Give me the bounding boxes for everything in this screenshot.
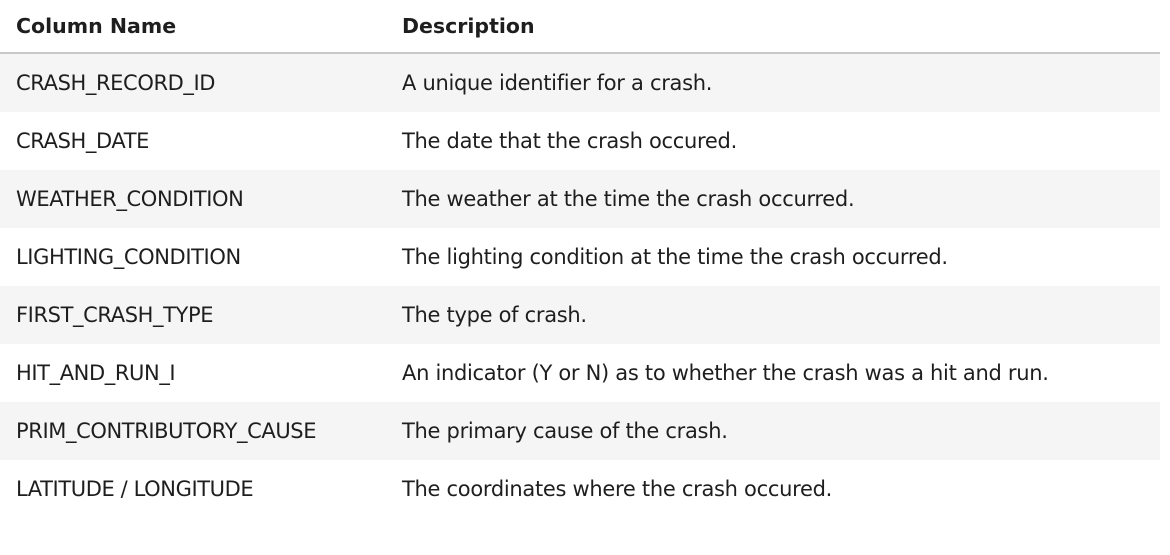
table-row: HIT_AND_RUN_I An indicator (Y or N) as t… (0, 344, 1160, 402)
column-name-cell: PRIM_CONTRIBUTORY_CAUSE (16, 419, 317, 443)
description-cell: The lighting condition at the time the c… (402, 245, 948, 269)
column-name-cell: HIT_AND_RUN_I (16, 361, 176, 385)
table-row: WEATHER_CONDITION The weather at the tim… (0, 170, 1160, 228)
column-name-cell: CRASH_DATE (16, 129, 150, 153)
table-row: CRASH_DATE The date that the crash occur… (0, 112, 1160, 170)
column-name-cell: LIGHTING_CONDITION (16, 245, 241, 269)
column-name-header: Column Name (0, 0, 386, 54)
table-row: FIRST_CRASH_TYPE The type of crash. (0, 286, 1160, 344)
description-cell: The coordinates where the crash occured. (402, 477, 832, 501)
table-row: LATITUDE / LONGITUDE The coordinates whe… (0, 460, 1160, 518)
table-row: CRASH_RECORD_ID A unique identifier for … (0, 53, 1160, 112)
column-description-table: Column Name Description CRASH_RECORD_ID … (0, 0, 1160, 518)
column-name-cell: WEATHER_CONDITION (16, 187, 244, 211)
description-cell: The type of crash. (402, 303, 587, 327)
description-cell: A unique identifier for a crash. (402, 71, 713, 95)
description-header: Description (386, 0, 1160, 54)
column-name-cell: CRASH_RECORD_ID (16, 71, 216, 95)
description-cell: The date that the crash occured. (402, 129, 737, 153)
column-name-cell: FIRST_CRASH_TYPE (16, 303, 214, 327)
description-cell: The weather at the time the crash occurr… (402, 187, 855, 211)
column-name-cell: LATITUDE / LONGITUDE (16, 477, 254, 501)
description-cell: The primary cause of the crash. (402, 419, 728, 443)
table-header-row: Column Name Description (0, 0, 1160, 54)
description-cell: An indicator (Y or N) as to whether the … (402, 361, 1049, 385)
table-row: LIGHTING_CONDITION The lighting conditio… (0, 228, 1160, 286)
table-row: PRIM_CONTRIBUTORY_CAUSE The primary caus… (0, 402, 1160, 460)
